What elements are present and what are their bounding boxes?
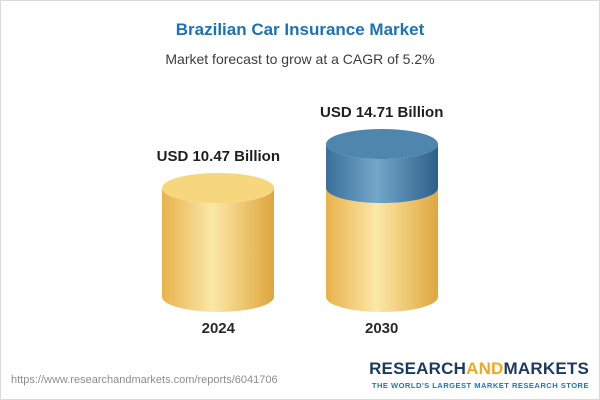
cylinder-2030 [325,129,438,312]
bar-group-2024: USD 10.47 Billion 2024 [157,148,280,337]
page-subtitle: Market forecast to grow at a CAGR of 5.2… [165,51,435,67]
value-label-2030: USD 14.71 Billion [320,104,444,122]
cylinder-2024 [162,173,275,312]
brand-logo-and: AND [466,359,504,379]
brand-tagline: THE WORLD'S LARGEST MARKET RESEARCH STOR… [371,381,589,390]
bar-chart: USD 10.47 Billion 2024 USD 14.71 Billion… [1,97,599,337]
report-url: https://www.researchandmarkets.com/repor… [11,374,278,386]
year-label-2030: 2030 [365,320,399,337]
bar-group-2030: USD 14.71 Billion 2030 [320,104,443,337]
brand-logo-text: RESEARCHANDMARKETS [369,359,589,379]
brand-logo-research: RESEARCH [369,359,467,379]
brand-logo-markets: MARKETS [503,359,589,379]
page-title: Brazilian Car Insurance Market [175,20,425,39]
year-label-2024: 2024 [201,320,235,337]
value-label-2024: USD 10.47 Billion [156,148,280,166]
brand-logo: RESEARCHANDMARKETS THE WORLD'S LARGEST M… [369,359,589,390]
